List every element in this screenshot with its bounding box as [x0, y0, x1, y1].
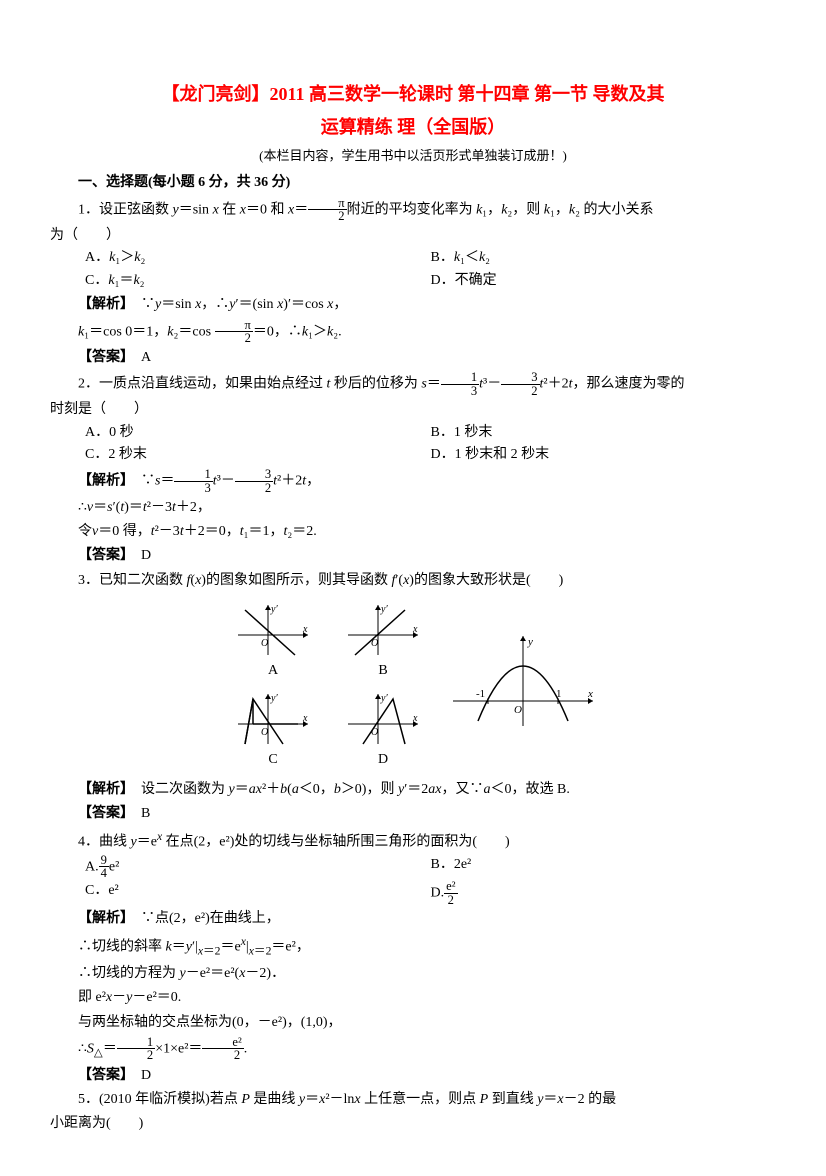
label-D: D: [338, 749, 428, 771]
q3-ans: B: [141, 806, 150, 821]
answer-label: 【答案】: [78, 806, 127, 821]
q3-solution: 【解析】 设二次函数为 y＝ax²＋b(a＜0，b＞0)，则 y′＝2ax，又∵…: [50, 779, 776, 801]
q4-solution-5: 与两坐标轴的交点坐标为(0，－e²)，(1,0)，: [50, 1012, 776, 1034]
q1-text-1: 1．设正弦函数: [78, 202, 173, 217]
q4-options: A.94e² B．2e² C．e² D.e²2: [85, 854, 776, 906]
solution-label: 【解析】: [78, 911, 127, 926]
q4-optC: C．e²: [85, 880, 431, 906]
solution-label: 【解析】: [78, 782, 127, 797]
q4-answer: 【答案】 D: [50, 1065, 776, 1087]
q1-text-2: 在: [219, 202, 240, 217]
svg-text:y′: y′: [380, 693, 388, 704]
q1-optA: A．k₁＞k₂: [85, 247, 431, 269]
q1-optC: C．k₁＝k₂: [85, 270, 431, 292]
q2-optA: A．0 秒: [85, 422, 431, 444]
label-B: B: [338, 660, 428, 682]
answer-label: 【答案】: [78, 548, 127, 563]
svg-text:O: O: [261, 638, 268, 649]
q4-solution-2: ∴切线的斜率 k＝y′|x＝2＝ex|x＝2＝e²，: [50, 933, 776, 961]
svg-text:O: O: [261, 727, 268, 738]
q3-answer: 【答案】 B: [50, 803, 776, 825]
q1-stem: 1．设正弦函数 y＝sin x 在 x＝0 和 x＝π2附近的平均变化率为 k₁…: [50, 197, 776, 223]
q2-stem-line2: 时刻是（ ）: [50, 399, 776, 421]
svg-text:1: 1: [556, 688, 562, 700]
diagram-A: O x y′ A: [228, 600, 318, 682]
q4-ans: D: [141, 1068, 151, 1083]
q4-solution-3: ∴切线的方程为 y－e²＝e²(x－2)．: [50, 963, 776, 985]
svg-text:O: O: [514, 704, 522, 716]
q2-solution-3: 令v＝0 得，t²－3t＋2＝0，t₁＝1，t₂＝2.: [50, 521, 776, 543]
answer-label: 【答案】: [78, 350, 127, 365]
q1-answer: 【答案】 A: [50, 347, 776, 369]
label-A: A: [228, 660, 318, 682]
q4-solution-1: 【解析】 ∵点(2，e²)在曲线上，: [50, 908, 776, 930]
solution-label: 【解析】: [78, 297, 127, 312]
q4-optD: D.e²2: [431, 880, 777, 906]
svg-text:x: x: [587, 688, 593, 700]
svg-text:y′: y′: [270, 604, 278, 615]
svg-text:O: O: [371, 638, 378, 649]
q2-text-3: ，那么速度为零的: [573, 376, 685, 391]
q1-options: A．k₁＞k₂ B．k₁＜k₂ C．k₁＝k₂ D．不确定: [85, 247, 776, 292]
q1-text-3: 和: [267, 202, 288, 217]
q2-stem: 2．一质点沿直线运动，如果由始点经过 t 秒后的位移为 s＝13t³－32t²＋…: [50, 371, 776, 397]
q1-text-5: 的大小关系: [580, 202, 654, 217]
q1-stem-line2: 为（ ）: [50, 225, 776, 247]
q2-text-1: 2．一质点沿直线运动，如果由始点经过: [78, 376, 327, 391]
diagram-D: O x y′ D: [338, 689, 428, 771]
q1-ans: A: [141, 350, 151, 365]
q1-text-4: 附近的平均变化率为: [347, 202, 477, 217]
q4-solution-6: ∴S△＝12×1×e²＝e²2.: [50, 1036, 776, 1063]
svg-text:y′: y′: [380, 604, 388, 615]
q2-optD: D．1 秒末和 2 秒末: [431, 444, 777, 466]
q3-stem: 3．已知二次函数 f(x)的图象如图所示，则其导函数 f′(x)的图象大致形状是…: [50, 570, 776, 592]
svg-text:O: O: [371, 727, 378, 738]
svg-text:y: y: [527, 636, 533, 648]
q2-solution-2: ∴v＝s′(t)＝t²－3t＋2，: [50, 497, 776, 519]
q2-options: A．0 秒 B．1 秒末 C．2 秒末 D．1 秒末和 2 秒末: [85, 422, 776, 467]
q1-optB: B．k₁＜k₂: [431, 247, 777, 269]
q1-solution-2: k₁＝cos 0＝1，k₂＝cos π2＝0，∴k₁＞k₂.: [50, 319, 776, 345]
q5-stem: 5．(2010 年临沂模拟)若点 P 是曲线 y＝x²－lnx 上任意一点，则点…: [50, 1089, 776, 1111]
q2-solution-1: 【解析】 ∵s＝13t³－32t²＋2t，: [50, 468, 776, 494]
answer-label: 【答案】: [78, 1068, 127, 1083]
diagram-C: O x y′ C: [228, 689, 318, 771]
q2-answer: 【答案】 D: [50, 545, 776, 567]
solution-label: 【解析】: [78, 474, 127, 489]
page-title-line1: 【龙门亮剑】2011 高三数学一轮课时 第十四章 第一节 导数及其: [50, 80, 776, 109]
svg-text:x: x: [302, 624, 308, 635]
page-subtitle: (本栏目内容，学生用书中以活页形式单独装订成册！): [50, 146, 776, 167]
section-1-header: 一、选择题(每小题 6 分，共 36 分): [50, 172, 776, 194]
q3-diagrams: O x y′ A O x y′ B: [50, 600, 776, 771]
svg-text:x: x: [412, 713, 418, 724]
svg-text:y′: y′: [270, 693, 278, 704]
q2-text-2: 秒后的位移为: [330, 376, 421, 391]
svg-text:x: x: [302, 713, 308, 724]
q4-solution-4: 即 e²x－y－e²＝0.: [50, 987, 776, 1009]
svg-text:x: x: [412, 624, 418, 635]
q2-optC: C．2 秒末: [85, 444, 431, 466]
label-C: C: [228, 749, 318, 771]
q4-sol1: ∵点(2，e²)在曲线上，: [141, 911, 280, 926]
q2-optB: B．1 秒末: [431, 422, 777, 444]
diagram-parabola: O x y -1 1: [448, 631, 598, 739]
svg-text:-1: -1: [476, 688, 485, 700]
q2-ans: D: [141, 548, 151, 563]
page-title-line2: 运算精练 理（全国版）: [50, 113, 776, 142]
q1-solution-1: 【解析】 ∵y＝sin x，∴y′＝(sin x)′＝cos x，: [50, 294, 776, 316]
q4-optB: B．2e²: [431, 854, 777, 880]
diagram-B: O x y′ B: [338, 600, 428, 682]
q4-stem: 4．曲线 y＝ex 在点(2，e²)处的切线与坐标轴所围三角形的面积为( ): [50, 828, 776, 854]
q1-optD: D．不确定: [431, 270, 777, 292]
q4-optA: A.94e²: [85, 854, 431, 880]
q5-stem-line2: 小距离为( ): [50, 1113, 776, 1135]
